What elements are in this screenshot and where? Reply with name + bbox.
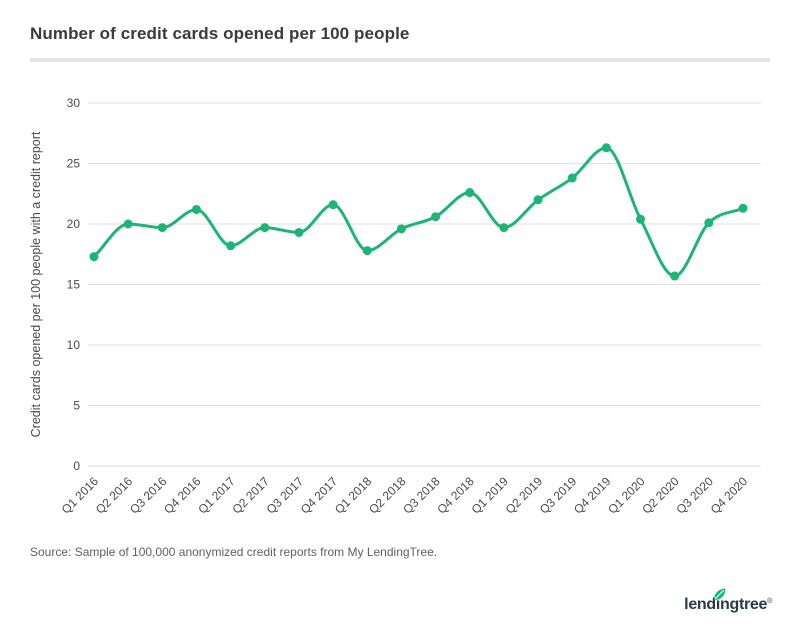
logo-letter-i: i [713,588,726,613]
data-point [704,218,714,228]
data-point [260,223,270,233]
line-chart: 0 5 10 15 20 25 30 Credit cards opened per 100 … [29,96,761,517]
data-point [431,212,441,222]
data-point [636,214,646,224]
data-point [601,143,611,153]
y-tick-label: 20 [67,217,81,231]
registered-mark: ® [767,598,772,605]
y-tick-label: 15 [67,278,81,292]
title-divider [30,58,770,62]
data-point [157,223,167,233]
data-point [123,219,133,229]
y-tick-label: 10 [67,338,81,352]
data-point [89,252,99,262]
y-tick-label: 0 [73,459,80,473]
data-point [362,246,372,256]
logo-letter-i-text: i [715,596,721,613]
data-point [533,195,543,205]
logo-text-ngtree: ngtree [720,596,768,613]
y-tick-label: 30 [67,96,81,110]
logo-text-lend: lend [684,596,716,613]
data-point [738,203,748,213]
data-point [499,223,509,233]
chart-title: Number of credit cards opened per 100 pe… [30,24,410,43]
x-tick-label: Q4 2020 [708,474,751,517]
series-line [92,146,745,278]
y-axis-title: Credit cards opened per 100 people with … [29,131,43,437]
lendingtree-logo: lendi ngtree® [684,588,772,613]
data-point [396,224,406,234]
data-point [294,227,304,237]
data-point [567,173,577,183]
leaf-icon [713,588,726,600]
data-point [226,241,236,251]
data-point [465,188,475,198]
source-note: Source: Sample of 100,000 anonymized cre… [30,545,438,559]
data-point [191,204,201,214]
y-tick-label: 25 [67,157,81,171]
data-point [328,200,338,210]
data-point [670,271,680,281]
y-tick-label: 5 [73,399,80,413]
